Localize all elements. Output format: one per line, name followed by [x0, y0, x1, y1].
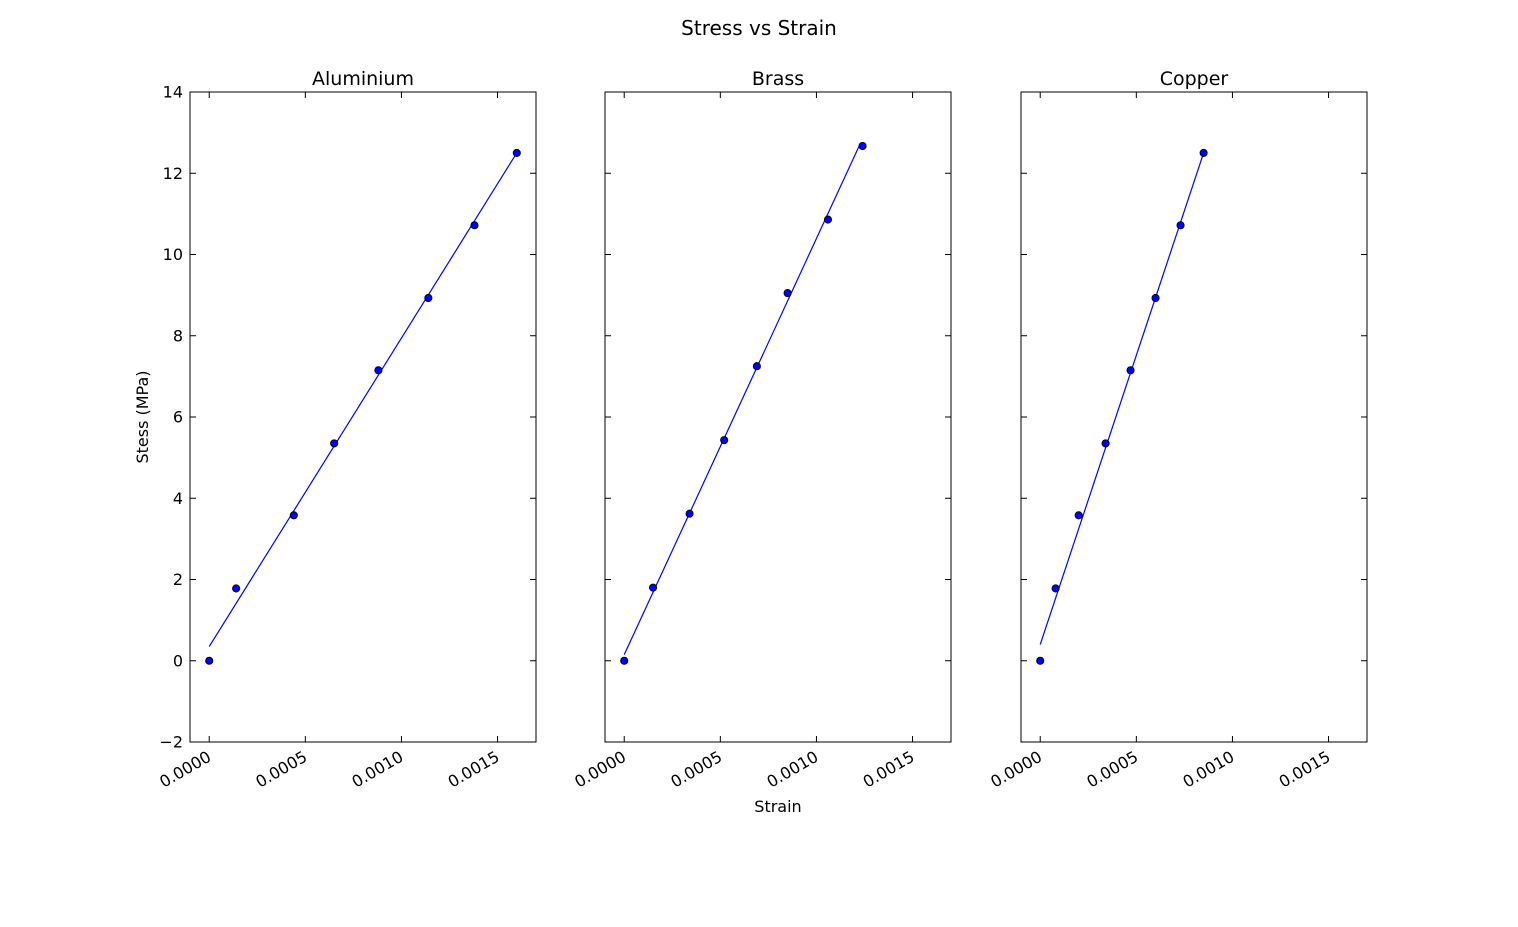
data-point: [1051, 584, 1060, 593]
data-point: [424, 293, 433, 303]
x-tick-label: 0.0015: [1276, 747, 1334, 791]
x-tick-label: 0.0015: [445, 747, 503, 791]
data-point: [470, 221, 479, 230]
axes-frame: [1020, 91, 1368, 743]
data-point: [512, 148, 521, 157]
data-point: [685, 509, 694, 518]
figure-title: Stress vs Strain: [681, 16, 837, 40]
subplot-title: Aluminium: [312, 68, 414, 90]
data-point: [752, 362, 761, 371]
x-tick-label: 0.0010: [763, 747, 821, 791]
y-tick-label: 4: [173, 489, 183, 508]
x-tick-label: 0.0005: [1083, 747, 1141, 791]
data-point: [330, 439, 339, 448]
data-point: [1074, 511, 1083, 520]
data-point: [720, 436, 729, 445]
data-point: [1199, 148, 1208, 157]
x-tick-label: 0.0010: [1179, 747, 1237, 791]
data-point: [1151, 293, 1160, 303]
subplot-copper: Copper 0.0000 0.0005 0.0010 0.0015: [987, 68, 1368, 791]
data-point: [232, 584, 241, 593]
subplots: Aluminium −2 0 2 4 6 8 10 12 14 0.0000 0.0005 0.0010…: [156, 68, 1368, 791]
x-tick-label: 0.0005: [667, 747, 725, 791]
data-point: [289, 511, 298, 520]
data-point: [205, 656, 214, 665]
subplot-title: Brass: [752, 68, 804, 90]
x-tick-label: 0.0015: [860, 747, 918, 791]
y-tick-label: 14: [163, 83, 183, 102]
axes-frame: [604, 91, 952, 743]
subplot-title: Copper: [1160, 68, 1229, 90]
data-point: [1036, 656, 1045, 665]
y-tick-label: −2: [159, 733, 183, 752]
y-tick-label: 0: [173, 651, 183, 670]
x-tick-label: 0.0000: [156, 747, 214, 791]
data-point: [1126, 366, 1135, 375]
fit-line: [623, 142, 862, 655]
data-point: [649, 583, 658, 592]
y-tick-label: 8: [173, 326, 183, 345]
y-tick-label: 2: [173, 570, 183, 589]
x-tick-label: 0.0000: [571, 747, 629, 791]
data-point: [620, 656, 629, 665]
data-point: [858, 141, 867, 151]
data-point: [374, 366, 383, 375]
x-tick-label: 0.0005: [252, 747, 310, 791]
y-tick-label: 12: [163, 164, 183, 183]
x-tick-label: 0.0010: [348, 747, 406, 791]
data-point: [1176, 221, 1185, 230]
data-point: [823, 215, 833, 224]
subplot-aluminium: Aluminium −2 0 2 4 6 8 10 12 14 0.0000 0.0005 0.0010…: [156, 68, 537, 791]
data-point: [1101, 439, 1110, 448]
y-tick-label: 6: [173, 408, 183, 427]
y-axis-label: Stess (MPa): [133, 370, 152, 463]
subplot-brass: Brass 0.0000 0.0005 0.0010 0.0015: [571, 68, 952, 791]
x-tick-label: 0.0000: [987, 747, 1045, 791]
y-tick-label: 10: [163, 245, 183, 264]
fit-line: [1039, 152, 1205, 645]
axes-frame: [189, 91, 537, 743]
data-point: [783, 289, 792, 298]
fit-line: [208, 152, 518, 647]
x-axis-label: Strain: [754, 797, 801, 816]
